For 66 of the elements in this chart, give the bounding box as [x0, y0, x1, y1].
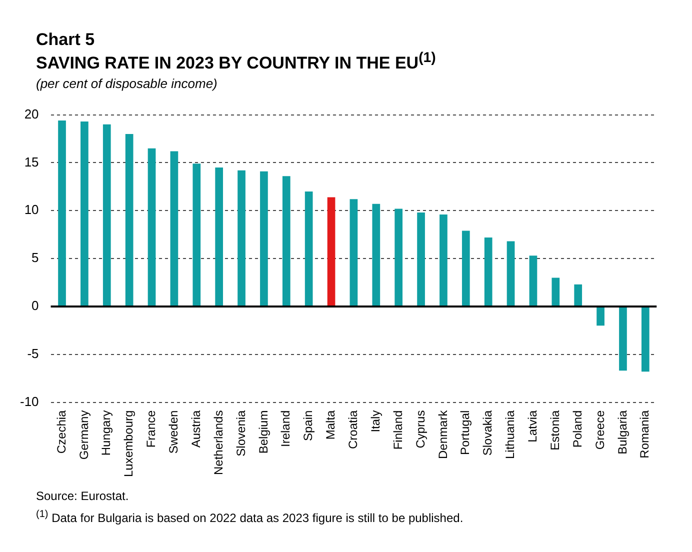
- x-tick-label: Spain: [301, 410, 316, 441]
- chart-title: Chart 5: [36, 30, 96, 50]
- source-note: Source: Eurostat.: [36, 488, 130, 503]
- bar: [192, 163, 201, 306]
- y-tick-label: -10: [20, 394, 39, 409]
- x-tick-label: Lithuania: [503, 410, 518, 459]
- bar: [125, 134, 134, 306]
- y-tick-label: 5: [32, 250, 39, 265]
- x-tick-label: Malta: [324, 410, 338, 440]
- x-tick-label: Luxembourg: [122, 410, 136, 477]
- bar: [215, 167, 224, 306]
- text: $^{(1)}$ Data for Bulgaria is based on 2022 data as 2023 figure is still to be published.: [36, 508, 464, 525]
- x-tick-label: Bulgaria: [615, 410, 630, 454]
- y-tick-label: 20: [24, 106, 39, 122]
- chart-subtitle: SAVING RATE IN 2023 BY COUNTRY IN THE EU$^{(1)}$: [36, 50, 437, 74]
- bar: [462, 230, 470, 306]
- bar: [574, 284, 582, 306]
- bar: [80, 121, 88, 306]
- y-tick-label: 15: [24, 154, 39, 169]
- x-tick-label: Germany: [76, 410, 91, 460]
- bar: [350, 198, 358, 306]
- x-tick-label: Belgium: [256, 410, 270, 454]
- x-tick-label: Sweden: [166, 410, 181, 454]
- bar: [619, 306, 627, 370]
- x-tick-label: Portugal: [458, 410, 472, 455]
- bar: [394, 208, 403, 306]
- x-tick-label: Latvia: [526, 410, 540, 442]
- x-tick-label: Czechia: [54, 410, 68, 454]
- bar: [327, 196, 336, 306]
- bar: [238, 170, 246, 306]
- bar: [596, 306, 604, 326]
- x-tick-label: Greece: [592, 410, 607, 450]
- y-axis-title: (per cent of disposable income): [36, 76, 218, 91]
- x-tick-label: Hungary: [99, 410, 114, 456]
- y-tick-label: 10: [24, 202, 39, 217]
- x-tick-label: Ireland: [278, 410, 293, 447]
- x-tick-label: Croatia: [346, 410, 360, 449]
- x-tick-label: Slovenia: [234, 410, 248, 456]
- bar: [529, 255, 538, 306]
- x-tick-label: Estonia: [548, 410, 562, 450]
- x-tick-label: Finland: [390, 410, 405, 450]
- x-tick-label: France: [144, 410, 158, 448]
- bar: [417, 212, 425, 306]
- bar: [484, 237, 492, 306]
- bar: [148, 148, 156, 306]
- x-tick-label: Denmark: [436, 408, 450, 459]
- y-tick-label: 0: [32, 298, 39, 313]
- x-tick-label: Romania: [638, 410, 652, 458]
- bar: [102, 124, 111, 306]
- bar: [372, 204, 380, 306]
- x-tick-label: Italy: [368, 410, 382, 432]
- x-tick-label: Poland: [570, 410, 584, 448]
- bar: [58, 120, 66, 306]
- bar: [440, 214, 448, 306]
- x-tick-label: Cyprus: [413, 410, 428, 448]
- bar: [552, 277, 560, 306]
- bar: [170, 150, 178, 306]
- bar: [506, 240, 515, 306]
- bar: [260, 170, 268, 306]
- bar: [641, 306, 650, 372]
- y-tick-label: -5: [27, 346, 39, 361]
- x-tick-label: Slovakia: [480, 410, 495, 456]
- x-tick-label: Netherlands: [211, 410, 226, 475]
- bar: [304, 191, 313, 306]
- x-tick-label: Austria: [188, 410, 203, 448]
- bar: [282, 176, 290, 306]
